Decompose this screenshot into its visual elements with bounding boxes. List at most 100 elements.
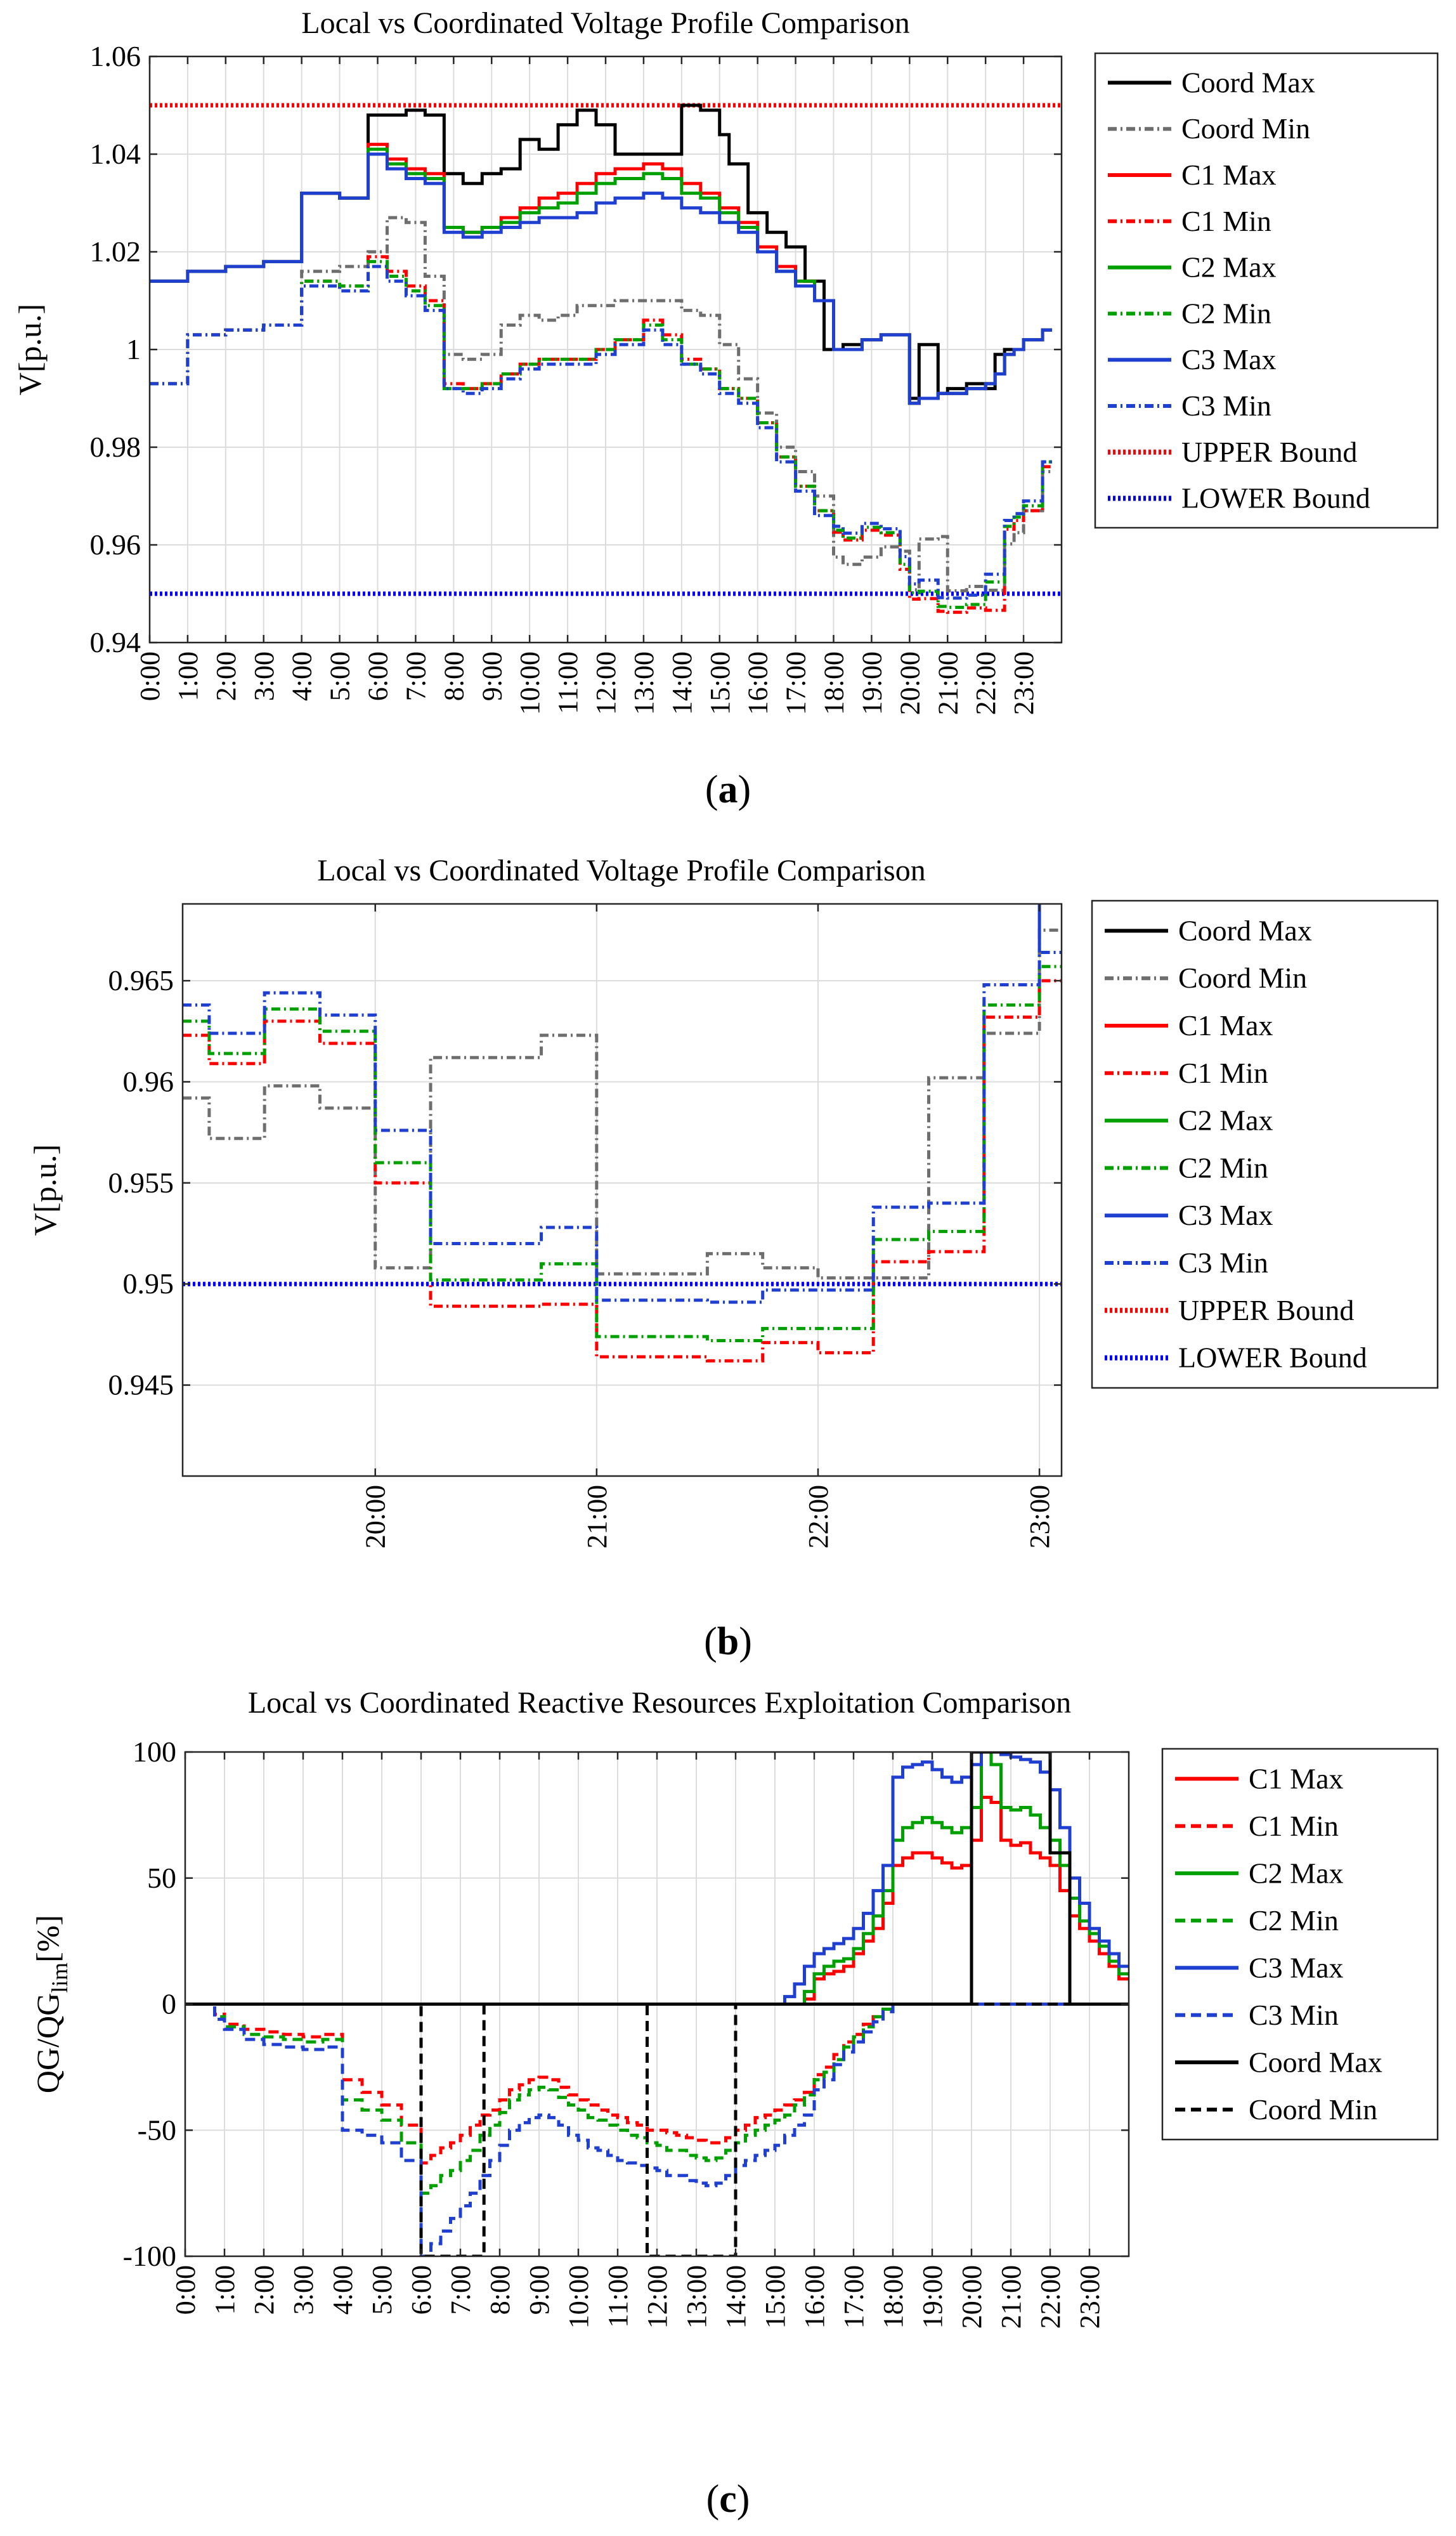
legend-label-c1-max: C1 Max [1249,1762,1344,1794]
x-tick-label: 21:00 [932,651,963,715]
x-tick-label: 20:00 [956,2265,987,2329]
x-tick-label: 8:00 [438,651,469,701]
series-group [185,1752,1129,2256]
legend-label-c3-max: C3 Max [1178,1199,1273,1231]
axes-box [181,903,1063,1477]
series-c3-max [185,1752,1129,2006]
legend-label-c3-min: C3 Min [1249,1999,1339,2031]
y-axis-label-sub: lim [47,1963,72,1993]
ticks [184,1751,1129,2258]
x-tick-label: 4:00 [327,2265,358,2315]
legend-label-c2-max: C2 Max [1181,251,1277,284]
legend-label-lower-bound: LOWER Bound [1178,1342,1367,1374]
panel-caption: (b) [704,1620,752,1663]
legend-label-c1-min: C1 Min [1181,205,1271,237]
x-tick-label: 13:00 [628,651,660,715]
x-tick-label: 21:00 [996,2265,1027,2329]
caption-close: ) [738,768,751,811]
legend-box [1161,1748,1439,2141]
series-group [150,103,1062,614]
series-c2-min [183,965,1062,1342]
x-tick-label: 18:00 [878,2265,909,2329]
x-tick-label: 23:00 [1008,651,1039,715]
y-axis-label-main: QG/QG [30,1993,65,2093]
x-tick-label: 13:00 [681,2265,712,2329]
x-tick-label: 15:00 [760,2265,791,2329]
x-tick-label: 19:00 [917,2265,948,2329]
series-c3-min [183,950,1062,1304]
plot-area [183,904,1062,1476]
legend-label-c3-max: C3 Max [1249,1951,1344,1984]
legend-label-c3-max: C3 Max [1181,343,1277,376]
ticks [183,904,1062,1476]
x-tick-label: 2:00 [211,651,242,701]
legend-label-c2-max: C2 Max [1249,1857,1344,1889]
legend-box [1094,52,1439,529]
x-tick-label: 5:00 [367,2265,398,2315]
legend-label-lower-bound: LOWER Bound [1181,482,1370,514]
legend-label-c1-max: C1 Max [1178,1009,1273,1042]
series-c3-max [150,152,1053,405]
legend-label-c2-min: C2 Min [1178,1151,1268,1184]
x-tick-label: 8:00 [484,2265,516,2315]
x-tick-label: 17:00 [781,651,812,715]
y-tick-label: 0.945 [108,1369,174,1401]
x-tick-label: 3:00 [288,2265,319,2315]
x-tick-label: 14:00 [666,651,698,715]
series-c3-min [185,2003,1129,2256]
legend: C1 Max C1 Min C2 Max C2 Min C3 Max C3 Min Coor… [1161,1748,1439,2141]
legend-label-c3-min: C3 Min [1178,1246,1268,1279]
caption-close: ) [739,1620,752,1663]
caption-letter: c [719,2478,737,2521]
legend-label-upper-bound: UPPER Bound [1178,1294,1354,1326]
x-tick-label: 7:00 [445,2265,476,2315]
x-tick-label: 2:00 [249,2265,280,2315]
legend-label-upper-bound: UPPER Bound [1181,436,1357,468]
y-tick-label: 1.02 [90,235,141,268]
series-c3-min [150,265,1053,600]
legend-label-c1-min: C1 Min [1178,1057,1268,1089]
legend-label-c2-min: C2 Min [1249,1904,1339,1937]
series-c1-min [150,255,1053,614]
legend-label-coord-max: Coord Max [1249,2046,1382,2078]
x-tick-label: 1:00 [209,2265,240,2315]
series-coord-max [185,1752,1129,2006]
x-tick-label: 16:00 [799,2265,830,2329]
y-tick-label: 50 [147,1862,176,1894]
y-tick-label: 0.98 [90,431,141,463]
x-tick-label: 4:00 [287,651,318,701]
x-tick-label: 0:00 [170,2265,201,2315]
x-tick-label: 10:00 [514,651,545,715]
legend-label-coord-min: Coord Min [1178,962,1307,994]
y-axis-label-unit: [%] [30,1915,65,1963]
legend-label-c1-min: C1 Min [1249,1810,1339,1842]
y-axis-label: V[p.u.] [27,1144,63,1236]
y-tick-label: 1.06 [90,40,141,72]
y-tick-label: 0.955 [108,1167,174,1199]
x-tick-label: 0:00 [134,651,166,701]
x-tick-label: 17:00 [838,2265,869,2329]
y-tick-label: 1.04 [90,138,141,170]
chart-title: Local vs Coordinated Voltage Profile Com… [301,6,909,40]
series-coord-min [183,928,1062,1280]
y-tick-label: 0.94 [90,626,141,658]
x-tick-label: 3:00 [249,651,280,701]
caption-letter: a [718,768,738,811]
series-c2-min [185,2003,1129,2195]
x-tick-label: 10:00 [563,2265,594,2329]
y-tick-label: 0.96 [90,528,141,561]
x-tick-label: 6:00 [406,2265,437,2315]
caption-open: ( [704,1620,717,1663]
legend-box [1091,899,1439,1389]
chart-title: Local vs Coordinated Voltage Profile Com… [317,854,925,887]
y-axis-label: V[p.u.] [12,304,48,395]
y-tick-label: 1 [126,333,141,365]
x-tick-label: 23:00 [1024,1485,1055,1548]
panel-caption: (c) [706,2478,750,2521]
y-tick-label: 0.95 [123,1267,174,1300]
chart-title: Local vs Coordinated Reactive Resources … [248,1686,1071,1720]
y-tick-label: 0.96 [123,1065,174,1097]
caption-letter: b [717,1620,739,1663]
x-tick-label: 22:00 [1035,2265,1066,2329]
x-tick-label: 18:00 [819,651,850,715]
